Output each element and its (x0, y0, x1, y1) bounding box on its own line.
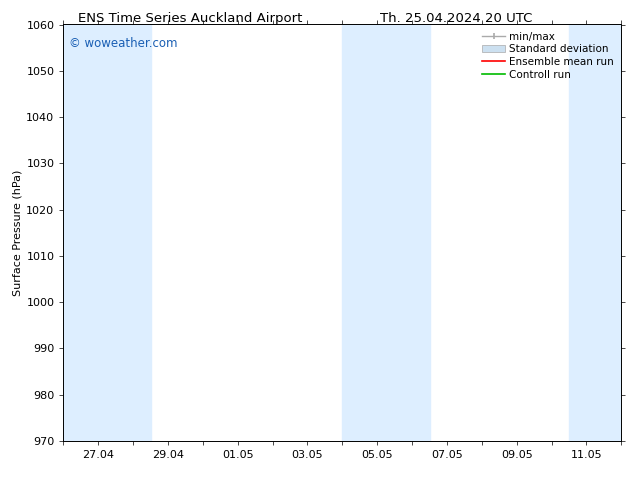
Legend: min/max, Standard deviation, Ensemble mean run, Controll run: min/max, Standard deviation, Ensemble me… (479, 29, 617, 83)
Y-axis label: Surface Pressure (hPa): Surface Pressure (hPa) (12, 170, 22, 296)
Text: © woweather.com: © woweather.com (69, 37, 178, 50)
Bar (63, 24, 150, 441)
Bar (342, 24, 430, 441)
Text: Th. 25.04.2024 20 UTC: Th. 25.04.2024 20 UTC (380, 12, 533, 25)
Bar (569, 24, 621, 441)
Text: ENS Time Series Auckland Airport: ENS Time Series Auckland Airport (78, 12, 302, 25)
